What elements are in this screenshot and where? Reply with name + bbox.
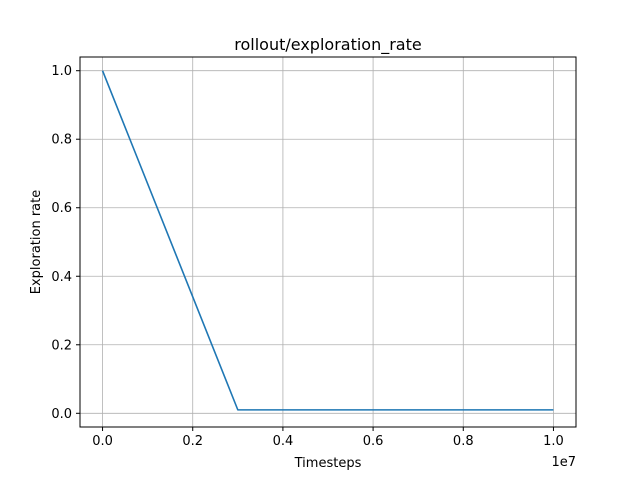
grid-lines <box>80 57 576 427</box>
y-tick-label: 0.8 <box>51 133 72 148</box>
y-tick-label: 0.2 <box>51 338 72 353</box>
series-layer <box>101 70 554 411</box>
x-axis-label: Timesteps <box>294 456 362 471</box>
x-tick-label: 1.0 <box>543 434 564 449</box>
x-tick-label: 0.0 <box>92 434 113 449</box>
series-line <box>101 70 554 411</box>
y-axis-label: Exploration rate <box>29 190 44 294</box>
chart-title: rollout/exploration_rate <box>234 35 421 55</box>
x-tick-label: 0.8 <box>453 434 474 449</box>
x-axis-offset-label: 1e7 <box>551 455 576 470</box>
y-tick-label: 0.6 <box>51 201 72 216</box>
y-axis-ticks: 0.0 0.2 0.4 0.6 0.8 1.0 <box>51 64 80 422</box>
x-tick-label: 0.6 <box>363 434 384 449</box>
plot-area-frame <box>79 56 577 428</box>
x-tick-label: 0.4 <box>273 434 294 449</box>
y-tick-label: 0.4 <box>51 270 72 285</box>
y-tick-label: 1.0 <box>51 64 72 79</box>
y-tick-label: 0.0 <box>51 407 72 422</box>
x-tick-label: 0.2 <box>182 434 203 449</box>
x-axis-ticks: 0.0 0.2 0.4 0.6 0.8 1.0 <box>92 427 564 449</box>
